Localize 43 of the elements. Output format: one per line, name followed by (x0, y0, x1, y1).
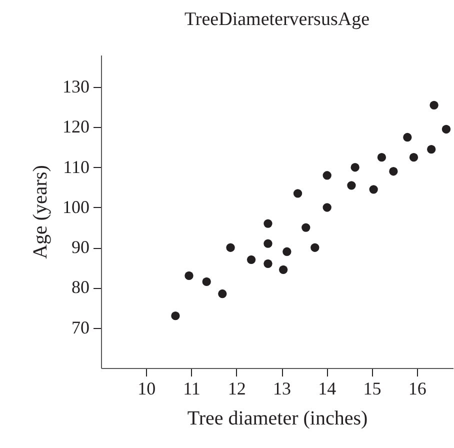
x-tick-label: 12 (228, 378, 246, 398)
point (310, 243, 320, 252)
y-tick-label: 70 (72, 317, 90, 338)
x-tick-label: 15 (363, 378, 382, 398)
y-tick-label: 120 (62, 116, 90, 137)
point (293, 189, 302, 198)
y-tick-label: 110 (63, 156, 90, 177)
y-tick-label: 100 (62, 196, 90, 217)
point (264, 239, 272, 248)
x-tick-label: 14 (318, 378, 336, 398)
y-axis-title: Age (years) (30, 165, 52, 259)
chart-title: TreeDiameterversusAge (184, 9, 370, 30)
point (226, 243, 235, 252)
point (184, 271, 194, 280)
point (218, 289, 227, 298)
point (322, 203, 332, 212)
x-tick-label: 10 (138, 378, 156, 398)
point (369, 185, 378, 194)
point (430, 100, 438, 110)
point (278, 265, 288, 274)
y-tick-label: 90 (72, 237, 90, 258)
point (442, 124, 451, 134)
point (427, 144, 436, 154)
x-tick-label: 13 (273, 378, 292, 398)
point (282, 247, 292, 256)
x-tick-label: 16 (408, 378, 426, 398)
point (322, 171, 332, 180)
point (264, 259, 272, 268)
point (246, 255, 256, 264)
point (302, 223, 310, 232)
point (403, 132, 412, 142)
point (347, 181, 356, 190)
y-tick-label: 80 (72, 277, 90, 298)
point (389, 167, 398, 176)
x-tick-label: 11 (183, 378, 200, 398)
point (409, 153, 418, 162)
point (377, 153, 386, 162)
x-axis-title: Tree diameter (inches) (187, 408, 368, 430)
point (171, 312, 180, 320)
point (202, 277, 211, 286)
point (350, 163, 360, 172)
point (264, 219, 272, 228)
y-tick-label: 130 (62, 76, 90, 97)
